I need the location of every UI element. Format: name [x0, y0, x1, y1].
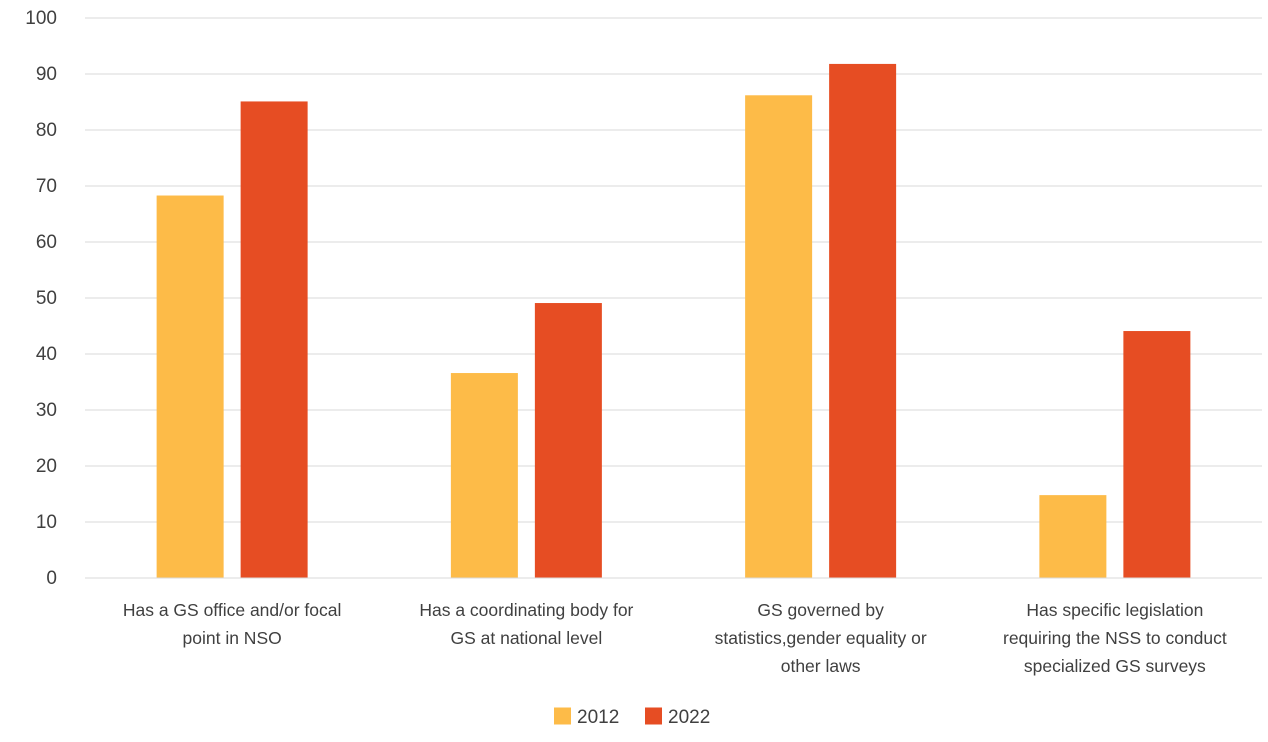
x-category-label: statistics,gender equality or — [715, 628, 927, 648]
bars — [156, 63, 1191, 579]
y-tick-label: 90 — [36, 64, 57, 85]
bar-2022-4 — [1123, 331, 1191, 578]
y-tick-label: 20 — [36, 456, 57, 477]
bar-2022-3 — [829, 63, 897, 579]
bar-2022-1 — [240, 101, 308, 578]
x-category-label: point in NSO — [183, 628, 282, 648]
bar-2012-1 — [156, 195, 224, 578]
y-tick-label: 60 — [36, 232, 57, 253]
y-tick-label: 70 — [36, 176, 57, 197]
y-tick-label: 30 — [36, 400, 57, 421]
x-category-label: Has a GS office and/or focal — [123, 600, 342, 620]
y-tick-label: 100 — [25, 8, 57, 29]
x-category-label: specialized GS surveys — [1024, 656, 1206, 676]
tick-labels: 0 10 20 30 40 50 60 70 80 90 100 Has a GS office an… — [25, 8, 1227, 676]
legend-label-2022: 2022 — [668, 707, 710, 728]
y-tick-label: 40 — [36, 344, 57, 365]
y-tick-label: 80 — [36, 120, 57, 141]
y-tick-label: 50 — [36, 288, 57, 309]
bar-2012-3 — [745, 95, 813, 578]
x-category-label: other laws — [781, 656, 861, 676]
x-category-label: GS governed by — [757, 600, 884, 620]
bar-2012-2 — [450, 373, 518, 578]
legend: 2012 2022 — [554, 707, 710, 728]
x-category-label: Has specific legislation — [1026, 600, 1203, 620]
bar-2022-2 — [534, 303, 602, 578]
legend-label-2012: 2012 — [577, 707, 619, 728]
legend-swatch-2012 — [554, 707, 571, 725]
x-category-label: requiring the NSS to conduct — [1003, 628, 1227, 648]
x-category-label: GS at national level — [450, 628, 602, 648]
x-category-label: Has a coordinating body for — [419, 600, 633, 620]
legend-swatch-2022 — [645, 707, 662, 725]
bar-2012-4 — [1039, 495, 1107, 578]
y-tick-label: 0 — [46, 568, 57, 589]
y-tick-label: 10 — [36, 512, 57, 533]
